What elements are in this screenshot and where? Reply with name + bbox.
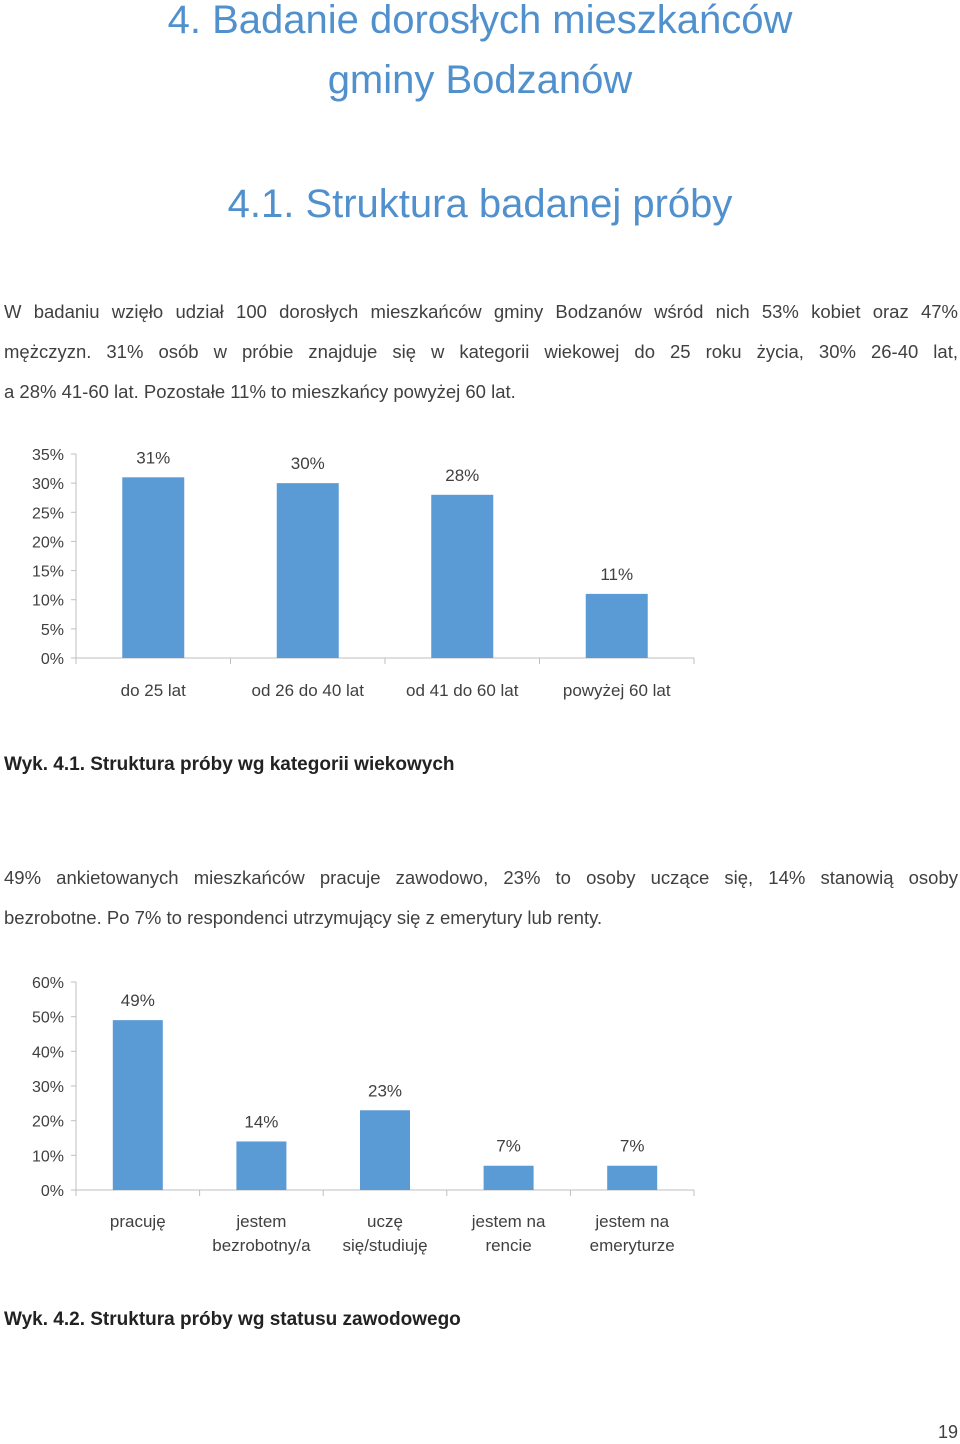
category-label: powyżej 60 lat: [563, 681, 671, 700]
employment-paragraph: 49% ankietowanych mieszkańców pracuje za…: [4, 858, 958, 938]
bar: [431, 494, 494, 658]
category-label: się/studiuję: [342, 1236, 427, 1255]
bar-value-label: 14%: [244, 1112, 278, 1131]
category-label: od 26 do 40 lat: [252, 681, 365, 700]
category-label: jestem na: [471, 1212, 546, 1231]
paragraph-line: mężczyzn. 31% osób w próbie znajduje się…: [4, 341, 958, 362]
employment-status-chart: 0% 10% 20% 30% 40% 50% 60% 49% pracuję 14% jestem b…: [32, 975, 695, 1255]
chart-1-caption: Wyk. 4.1. Struktura próby wg kategorii w…: [4, 754, 455, 775]
y-tick-label: 50%: [32, 1010, 64, 1027]
bar-value-label: 30%: [291, 454, 325, 473]
y-tick-label: 10%: [32, 1148, 64, 1165]
y-tick-label: 60%: [32, 975, 64, 992]
chart-2-caption: Wyk. 4.2. Struktura próby wg statusu zaw…: [4, 1309, 461, 1330]
bar-value-label: 28%: [445, 466, 479, 485]
bar: [585, 593, 648, 658]
bar-value-label: 31%: [136, 448, 170, 467]
y-tick-label: 10%: [32, 593, 64, 610]
bar: [483, 1165, 534, 1190]
paragraph-line: 49% ankietowanych mieszkańców pracuje za…: [4, 867, 958, 888]
bar: [607, 1165, 658, 1190]
y-tick-label: 20%: [32, 1114, 64, 1131]
subheading: 4.1. Struktura badanej próby: [227, 182, 733, 226]
y-tick-label: 30%: [32, 1079, 64, 1096]
bar: [360, 1110, 410, 1190]
intro-paragraph: W badaniu wzięło udział 100 dorosłych mi…: [4, 292, 958, 412]
category-label: jestem: [235, 1212, 286, 1231]
paragraph-line: bezrobotne. Po 7% to respondenci utrzymu…: [4, 907, 603, 928]
y-tick-label: 5%: [41, 622, 64, 639]
heading-line-2: gminy Bodzanów: [327, 58, 633, 102]
paragraph-line: a 28% 41-60 lat. Pozostałe 11% to mieszk…: [4, 381, 516, 402]
age-structure-chart: 0% 5% 10% 15% 20% 25% 30% 35% 31% do 25 lat 30% od …: [32, 447, 695, 700]
category-label: uczę: [367, 1212, 403, 1231]
y-tick-label: 40%: [32, 1044, 64, 1061]
category-label: od 41 do 60 lat: [406, 681, 519, 700]
bar-value-label: 11%: [600, 565, 633, 584]
category-label: rencie: [485, 1236, 531, 1255]
y-tick-label: 25%: [32, 505, 64, 522]
y-tick-label: 15%: [32, 564, 64, 581]
category-label: jestem na: [594, 1212, 669, 1231]
y-tick-label: 0%: [41, 1183, 64, 1200]
page-number: 19: [937, 1422, 958, 1442]
category-label: bezrobotny/a: [212, 1236, 311, 1255]
bar-value-label: 23%: [368, 1081, 402, 1100]
y-tick-label: 20%: [32, 534, 64, 551]
paragraph-line: W badaniu wzięło udział 100 dorosłych mi…: [4, 301, 958, 322]
y-tick-label: 30%: [32, 476, 64, 493]
heading-line-1: 4. Badanie dorosłych mieszkańców: [167, 0, 793, 42]
bar-value-label: 7%: [496, 1137, 521, 1156]
y-tick-label: 0%: [41, 651, 64, 668]
category-label: emeryturze: [590, 1236, 675, 1255]
category-label: do 25 lat: [121, 681, 186, 700]
bar: [122, 477, 185, 658]
category-label: pracuję: [110, 1212, 166, 1231]
bar-value-label: 7%: [620, 1137, 645, 1156]
bar: [112, 1020, 163, 1190]
bar: [276, 483, 339, 658]
bar: [236, 1141, 287, 1190]
y-tick-label: 35%: [32, 447, 64, 464]
bar-value-label: 49%: [121, 991, 155, 1010]
